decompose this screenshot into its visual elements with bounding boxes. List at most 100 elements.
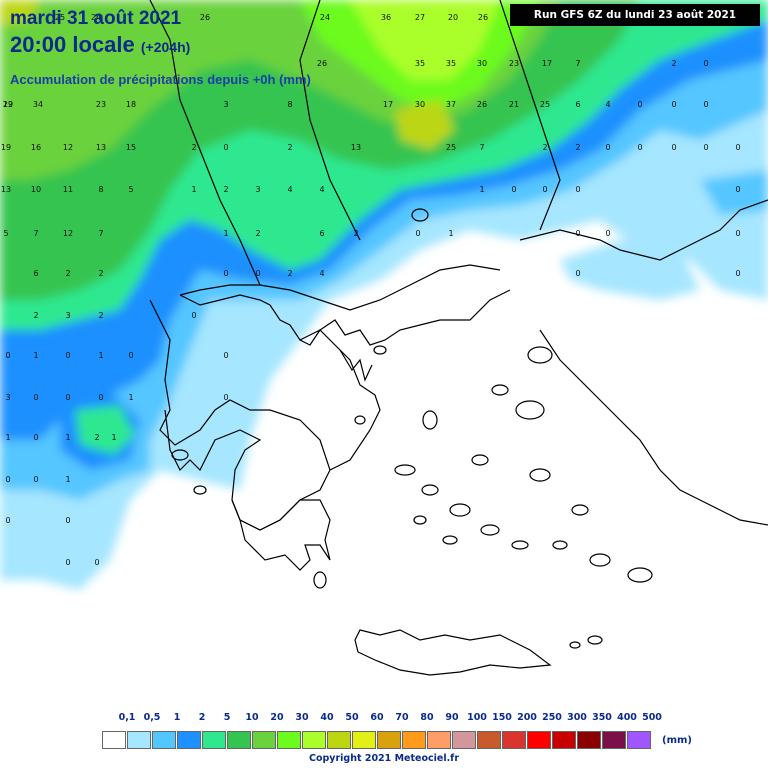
grid-value: 30 xyxy=(415,100,425,109)
legend-label: 150 xyxy=(492,712,512,723)
grid-value: 30 xyxy=(477,59,487,68)
grid-value: 0 xyxy=(542,185,547,194)
grid-value: 4 xyxy=(319,269,324,278)
legend-label: 0,1 xyxy=(118,712,136,723)
grid-value: 4 xyxy=(287,185,292,194)
legend-swatch xyxy=(127,731,151,749)
legend-swatch xyxy=(452,731,476,749)
legend-label: 2 xyxy=(198,712,206,723)
grid-value: 0 xyxy=(5,475,10,484)
coastlines xyxy=(149,0,768,676)
grid-value: 19 xyxy=(3,100,13,109)
grid-value: 2 xyxy=(542,143,547,152)
grid-value: 16 xyxy=(31,143,41,152)
grid-value: 4 xyxy=(605,100,610,109)
legend-labels: 0,1 0,5 1 2 5 10 20 30 40 50 60 70 80 90 100 150 200 250 3… xyxy=(0,712,768,726)
precip-zone-olive xyxy=(395,100,455,150)
grid-value: 1 xyxy=(5,433,10,442)
north-coast xyxy=(299,289,511,382)
grid-value: 2 xyxy=(223,185,228,194)
grid-value: 0 xyxy=(735,269,740,278)
forecast-time-text: 20:00 locale xyxy=(10,32,135,57)
grid-value: 17 xyxy=(542,59,552,68)
forecast-time: 20:00 locale (+204h) xyxy=(10,32,190,58)
grid-value: 5 xyxy=(3,229,8,238)
grid-value: 17 xyxy=(383,100,393,109)
grid-value: 1 xyxy=(128,393,133,402)
grid-value: 5 xyxy=(128,185,133,194)
grid-value: 2 xyxy=(353,229,358,238)
grid-value: 2 xyxy=(191,143,196,152)
grid-value: 27 xyxy=(415,13,425,22)
grid-value: 23 xyxy=(96,100,106,109)
mainland-coast xyxy=(149,294,381,531)
grid-value: 7 xyxy=(575,59,580,68)
grid-value: 0 xyxy=(415,229,420,238)
grid-value: 0 xyxy=(575,185,580,194)
legend-swatch xyxy=(202,731,226,749)
grid-value: 6 xyxy=(575,100,580,109)
grid-value: 0 xyxy=(223,143,228,152)
legend-label: 5 xyxy=(223,712,231,723)
grid-value: 11 xyxy=(63,185,73,194)
grid-value: 2 xyxy=(575,143,580,152)
grid-value: 13 xyxy=(96,143,106,152)
grid-value: 3 xyxy=(255,185,260,194)
grid-value: 7 xyxy=(98,229,103,238)
precipitation-map: 25 24 26 24 36 27 20 26 19 22 34 23 18 3 8 17 30 37 26 21 25… xyxy=(0,0,768,676)
legend-swatch xyxy=(602,731,626,749)
grid-value: 0 xyxy=(191,311,196,320)
legend-label: 80 xyxy=(420,712,434,723)
grid-value: 0 xyxy=(703,143,708,152)
forecast-lead: (+204h) xyxy=(140,39,191,55)
grid-value: 26 xyxy=(317,59,327,68)
grid-value: 2 xyxy=(98,311,103,320)
legend-swatch xyxy=(352,731,376,749)
grid-value: 0 xyxy=(255,269,260,278)
grid-value: 0 xyxy=(65,393,70,402)
country-borders xyxy=(149,0,561,311)
legend-label: 40 xyxy=(320,712,334,723)
grid-value: 0 xyxy=(65,516,70,525)
copyright: Copyright 2021 Meteociel.fr xyxy=(308,753,459,764)
grid-value: 0 xyxy=(637,143,642,152)
grid-value: 19 xyxy=(1,143,11,152)
legend-label: 350 xyxy=(592,712,612,723)
legend-label: 200 xyxy=(517,712,537,723)
legend-unit: (mm) xyxy=(662,735,692,746)
grid-value: 0 xyxy=(33,393,38,402)
grid-value: 8 xyxy=(98,185,103,194)
grid-value: 0 xyxy=(671,143,676,152)
legend-swatch xyxy=(577,731,601,749)
legend-label: 30 xyxy=(295,712,309,723)
legend-label: 10 xyxy=(245,712,259,723)
grid-value: 0 xyxy=(223,351,228,360)
precip-zone-aqua xyxy=(75,405,135,455)
grid-value: 0 xyxy=(65,351,70,360)
grid-value: 2 xyxy=(671,59,676,68)
grid-value: 0 xyxy=(575,269,580,278)
grid-value: 0 xyxy=(98,393,103,402)
legend-label: 0,5 xyxy=(143,712,161,723)
grid-value: 0 xyxy=(735,143,740,152)
grid-value: 34 xyxy=(33,100,43,109)
legend-label: 300 xyxy=(567,712,587,723)
legend-swatch xyxy=(427,731,451,749)
legend-label: 500 xyxy=(642,712,662,723)
legend-label: 90 xyxy=(445,712,459,723)
grid-value: 26 xyxy=(477,100,487,109)
grid-value: 35 xyxy=(415,59,425,68)
grid-value: 6 xyxy=(33,269,38,278)
grid-value: 2 xyxy=(33,311,38,320)
legend-swatch xyxy=(277,731,301,749)
grid-value: 18 xyxy=(126,100,136,109)
legend-label: 400 xyxy=(617,712,637,723)
legend-label: 1 xyxy=(173,712,181,723)
grid-value: 21 xyxy=(509,100,519,109)
precip-zone-light xyxy=(560,240,700,300)
grid-value: 25 xyxy=(540,100,550,109)
legend-label: 250 xyxy=(542,712,562,723)
grid-value: 24 xyxy=(320,13,330,22)
